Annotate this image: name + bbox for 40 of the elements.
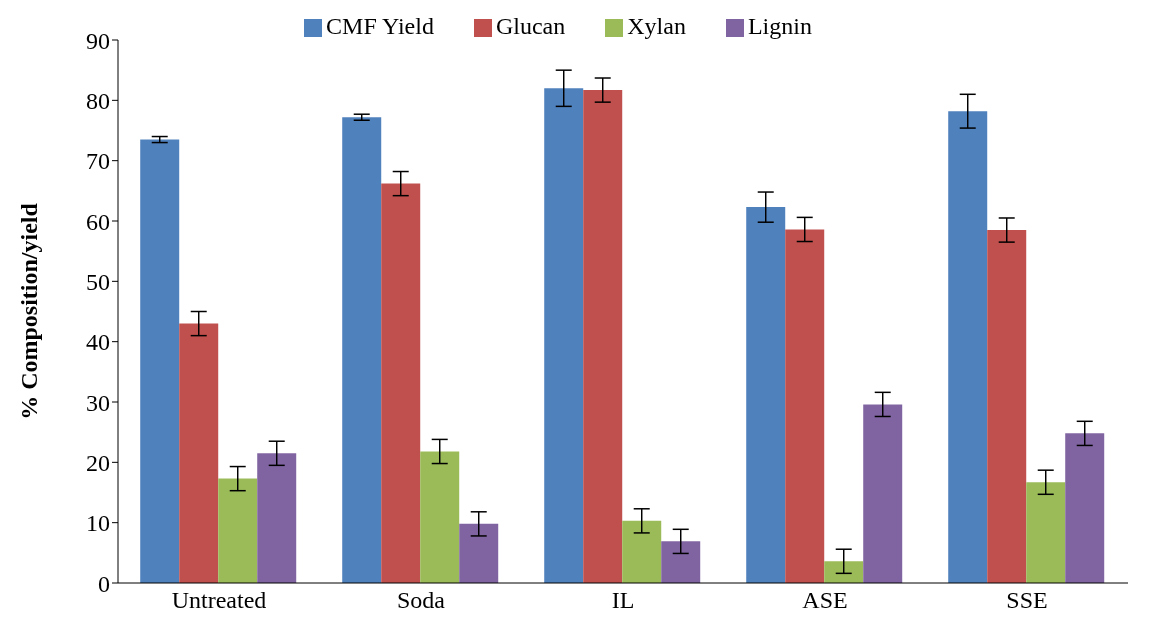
x-tick-label: SSE [1006,587,1048,614]
bar [1065,433,1105,583]
bar [746,207,786,583]
legend-label: CMF Yield [326,13,434,39]
bar [948,111,988,583]
bar [257,453,297,583]
bar [1026,482,1066,583]
bar [544,88,584,583]
y-tick-label: 10 [86,510,110,537]
bar [622,520,662,583]
y-tick-label: 50 [86,268,110,295]
bar [785,229,825,583]
bar [661,541,701,583]
bar [179,323,219,583]
x-tick-label: IL [611,587,635,614]
y-tick-label: 20 [86,449,110,476]
bar [459,523,499,583]
bar [987,230,1027,583]
y-tick-label: 30 [86,389,110,416]
legend-label: Glucan [495,13,566,39]
x-tick-label: ASE [802,587,848,614]
legend-label: Xylan [627,13,686,39]
bar [342,117,382,583]
y-tick-label: 90 [86,27,110,54]
x-tick-label: Untreated [171,587,267,614]
y-axis-title: % Composition/yield [15,202,42,420]
y-tick-label: 80 [86,87,110,114]
bar [420,451,460,583]
bar [218,478,258,583]
bar [824,561,864,583]
y-tick-label: 40 [86,329,110,356]
bar [381,183,421,583]
legend-label: Lignin [747,13,812,39]
y-tick-label: 70 [86,148,110,175]
y-tick-label: 60 [86,208,110,235]
bar [140,139,180,583]
y-tick-label: 0 [98,570,110,597]
bar [863,404,903,583]
bar [583,90,623,583]
x-tick-label: Soda [397,587,446,614]
